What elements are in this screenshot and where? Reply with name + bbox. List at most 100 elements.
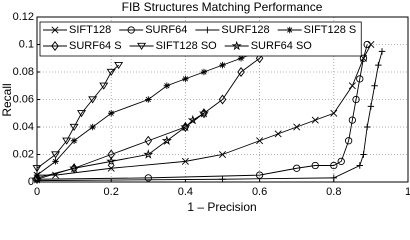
legend-item: SURF128 [195,24,270,36]
marker [293,164,301,172]
marker [161,135,172,146]
legend: SIFT128 SURF64 SURF128 SIFT128 S SURF64 S SIF… [39,21,362,57]
series-line [36,44,272,179]
marker [363,40,371,49]
legend-marker [137,42,147,51]
marker [255,53,264,64]
marker [108,110,115,117]
marker [218,150,227,159]
legend-item: SURF64 [119,24,187,36]
legend-item: SIFT128 SO [129,40,218,52]
marker [218,94,227,105]
legend-label: SURF64 [145,24,187,36]
marker [70,137,78,144]
legend-box [39,21,362,57]
marker [219,61,226,69]
marker [363,123,371,131]
marker [255,171,264,179]
legend-marker [231,40,242,51]
x-tick-label: 1 [405,186,410,198]
chart-title: FIB Structures Matching Performance [122,0,323,14]
legend-item: SIFT128 [43,24,111,36]
legend-marker [286,26,293,34]
marker [52,158,59,165]
marker [99,82,109,90]
marker [51,151,61,159]
y-tick-label: 0.12 [13,11,34,23]
marker [274,130,282,138]
marker [187,114,198,125]
y-tick-label: 0.04 [13,121,34,133]
marker [237,67,245,77]
legend-label: SIFT128 SO [156,40,218,52]
marker [89,123,96,131]
series-line [36,44,368,180]
legend-label: SIFT128 S [304,24,357,36]
marker [360,151,367,158]
x-axis-label: 1 – Precision [187,200,256,214]
marker [256,137,264,145]
y-tick-label: 0.02 [13,148,34,160]
marker [356,75,364,83]
marker [182,75,189,83]
marker [367,40,375,49]
marker [311,161,319,170]
marker [378,48,386,55]
x-tick-label: 0.4 [178,186,193,198]
marker [348,82,356,90]
legend-label: SURF64 S [69,40,122,52]
legend-item: SURF64 SO [224,40,313,52]
marker [219,176,226,183]
x-tick-label: 0 [34,186,40,198]
legend-label: SURF64 SO [251,40,313,52]
marker [62,137,72,145]
marker [114,61,124,70]
marker [337,157,345,166]
y-tick-label: 0 [28,176,34,188]
marker [88,96,98,104]
marker [180,121,191,132]
x-tick-label: 0.8 [326,186,341,198]
legend-marker [51,26,59,34]
legend-marker [51,41,59,51]
marker [330,174,337,182]
marker [200,68,208,76]
marker [107,164,115,172]
marker [198,108,210,118]
marker [69,123,79,132]
marker [106,156,117,166]
marker [375,61,382,69]
legend-label: SIFT128 [69,24,111,36]
marker [330,161,338,170]
x-tick-label: 0.2 [104,186,119,198]
legend-marker [127,26,135,34]
series-line [36,64,119,169]
y-axis-label: Recall [0,83,14,116]
marker [367,103,375,110]
marker [143,149,154,159]
marker [371,82,378,89]
chart: FIB Structures Matching Performance 1 – … [0,0,410,214]
marker [144,174,152,182]
marker [163,82,171,89]
marker [32,165,42,173]
marker [352,95,360,104]
marker [359,54,368,62]
marker [145,96,152,103]
y-tick-label: 0.08 [13,66,34,78]
marker [77,110,87,118]
marker [237,55,245,62]
marker [348,116,356,124]
marker [293,123,301,131]
series-line [36,51,383,182]
y-tick-label: 0.1 [19,38,34,50]
page: FIB Structures Matching Performance 1 – … [0,0,410,215]
marker [330,109,338,117]
marker [311,116,319,124]
legend-marker [204,26,211,34]
marker [33,172,41,183]
x-tick-label: 0.6 [252,186,267,198]
legend-item: SURF64 S [43,40,122,52]
marker [69,162,80,173]
marker [106,68,116,77]
